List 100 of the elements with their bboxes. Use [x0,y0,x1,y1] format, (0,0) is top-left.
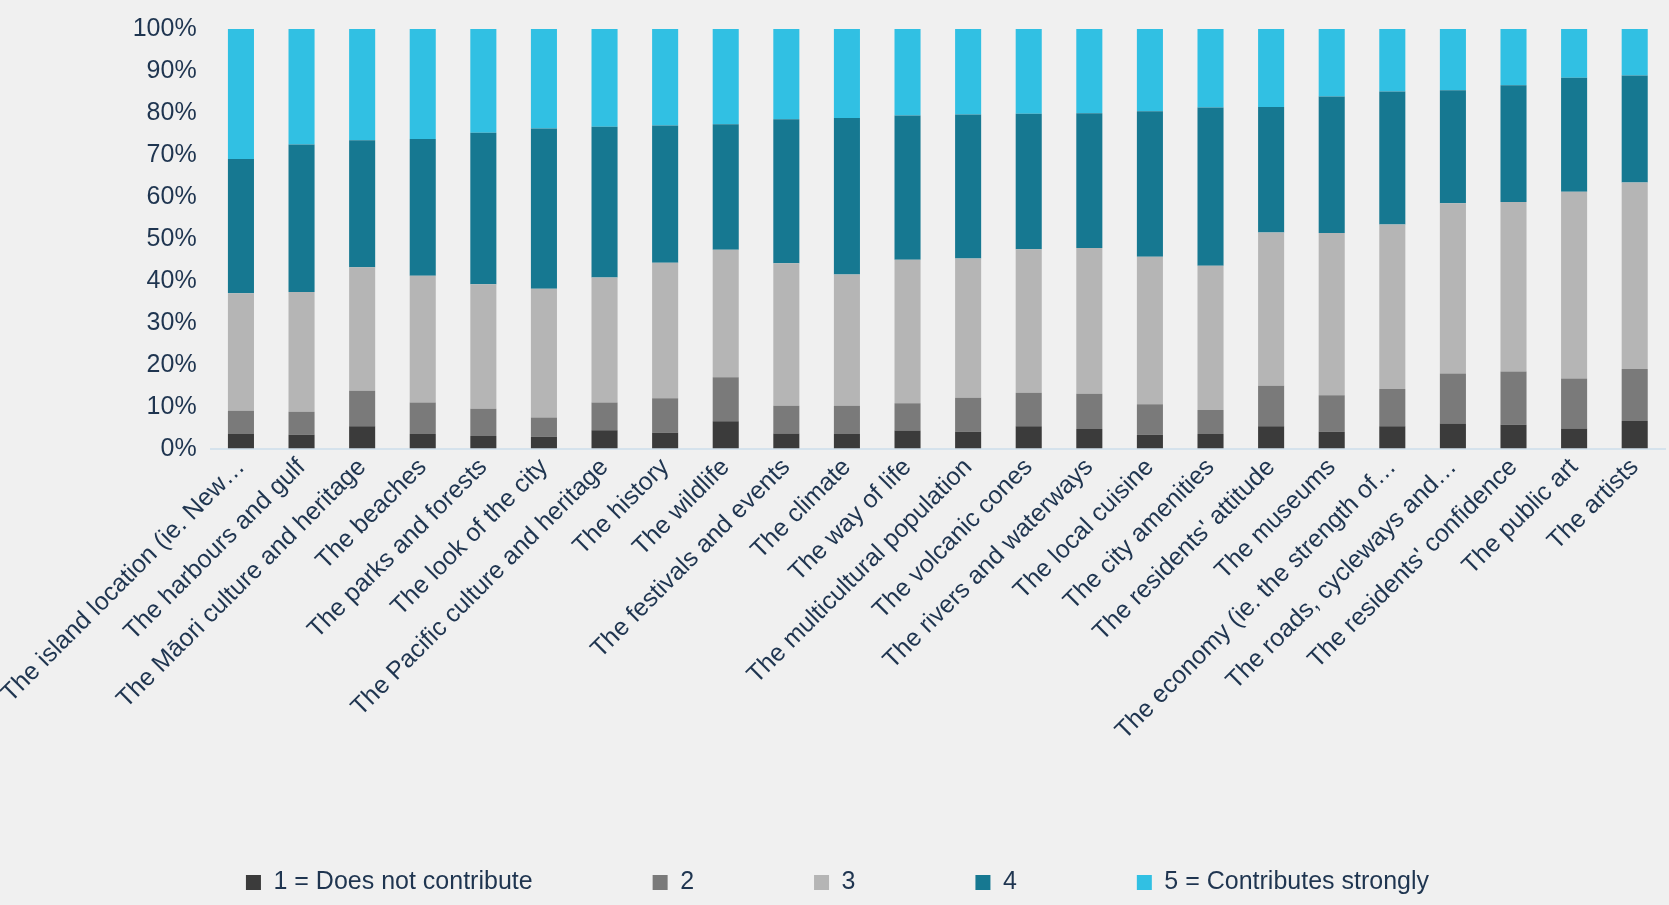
bar [288,434,315,449]
bar [1076,248,1103,394]
bar [1136,256,1163,405]
bar [833,433,860,449]
legend-label: 3 [841,866,856,895]
bar [955,431,982,449]
bar [530,128,557,289]
bar [1318,431,1345,449]
bar [288,292,315,412]
bar [652,125,679,263]
bar [409,402,436,434]
bar [773,29,800,120]
bar [409,275,436,403]
bar [712,421,739,449]
legend-label: 5 = Contributes strongly [1164,866,1430,895]
bar [470,284,497,409]
bar [1015,392,1042,427]
bar [955,29,982,115]
bar [1076,113,1103,249]
bar [1439,423,1466,449]
bar [1197,29,1224,108]
y-tick-label: 100% [132,12,197,41]
bar [1136,29,1163,112]
bar [652,398,679,433]
bar [652,432,679,449]
bar [1258,385,1285,427]
bar [833,117,860,275]
bar [894,430,921,449]
y-tick-label: 30% [146,306,197,335]
bar [227,293,254,411]
bar [955,114,982,259]
bar [288,411,315,435]
bar [1076,428,1103,449]
bar [1197,433,1224,449]
bar [530,417,557,437]
bar [227,159,254,294]
bar [349,267,376,391]
bar [409,29,436,139]
bar [833,405,860,434]
bar [1439,29,1466,91]
bar [894,115,921,260]
bar [894,259,921,404]
bar [773,119,800,264]
bar [591,430,618,449]
bar [1500,201,1527,372]
bar [1561,77,1588,192]
legend-label: 4 [1002,866,1017,895]
bar [1379,389,1406,427]
bar [1015,426,1042,449]
legend-label: 1 = Does not contribute [273,866,533,895]
bar [1500,29,1527,86]
y-tick-label: 20% [146,348,197,377]
bar [712,29,739,125]
bar [591,126,618,278]
bar [1561,428,1588,449]
bar [1500,371,1527,425]
bar [349,426,376,449]
y-tick-label: 70% [146,138,197,167]
bar [470,408,497,437]
bar [1015,249,1042,393]
bar [1500,85,1527,202]
bar [652,262,679,399]
bar [349,140,376,268]
bar [591,402,618,431]
bar [1318,395,1345,432]
bar [833,29,860,118]
bar [288,29,315,145]
bar [955,397,982,432]
bar [1136,434,1163,449]
y-tick-label: 0% [160,432,197,461]
bar [1439,90,1466,204]
y-tick-label: 40% [146,264,197,293]
bar [712,124,739,250]
bar [1621,29,1648,76]
bar [530,29,557,129]
bar [1197,410,1224,434]
bar [1258,426,1285,449]
bar [955,258,982,398]
bar [349,29,376,141]
bar [530,436,557,449]
bar [1439,203,1466,374]
bar [1318,29,1345,97]
bar [1197,265,1224,411]
bar [712,377,739,422]
bar [773,263,800,406]
bar [1621,368,1648,421]
y-tick-label: 10% [146,390,197,419]
y-tick-label: 90% [146,54,197,83]
bar [773,405,800,434]
bar [1197,107,1224,266]
bar [833,274,860,406]
bar [1621,182,1648,369]
bar [1379,426,1406,449]
y-tick-label: 80% [146,96,197,125]
bar [1439,373,1466,424]
bar [227,29,254,160]
bar [1561,191,1588,379]
bar [591,29,618,127]
bar [894,29,921,116]
bar [530,288,557,418]
